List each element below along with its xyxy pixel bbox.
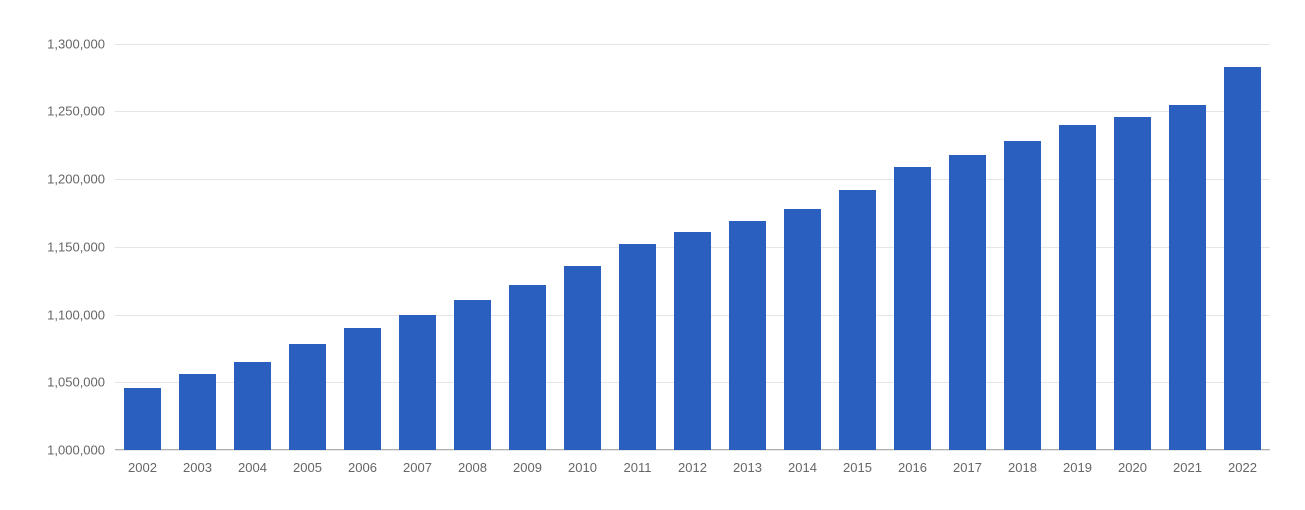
chart-container: 1,000,000 1,050,000 1,100,000 1,150,000 1,20… bbox=[20, 20, 1285, 490]
bars-group: 2002200320042005200620072008200920102011… bbox=[115, 30, 1270, 450]
bar-slot: 2009 bbox=[500, 30, 555, 450]
bar bbox=[1114, 117, 1151, 450]
x-axis-label: 2006 bbox=[348, 460, 377, 475]
bar bbox=[344, 328, 381, 450]
bar-slot: 2019 bbox=[1050, 30, 1105, 450]
bar bbox=[124, 388, 161, 450]
bar-slot: 2012 bbox=[665, 30, 720, 450]
x-axis-label: 2021 bbox=[1173, 460, 1202, 475]
bar-slot: 2007 bbox=[390, 30, 445, 450]
bar-slot: 2003 bbox=[170, 30, 225, 450]
bar-slot: 2022 bbox=[1215, 30, 1270, 450]
x-axis-label: 2015 bbox=[843, 460, 872, 475]
x-axis-label: 2009 bbox=[513, 460, 542, 475]
bar bbox=[179, 374, 216, 450]
bar-slot: 2004 bbox=[225, 30, 280, 450]
x-axis-label: 2018 bbox=[1008, 460, 1037, 475]
y-axis-label: 1,250,000 bbox=[47, 104, 105, 119]
x-axis-label: 2002 bbox=[128, 460, 157, 475]
bar bbox=[454, 300, 491, 450]
bar bbox=[619, 244, 656, 450]
bar bbox=[234, 362, 271, 450]
y-axis-label: 1,000,000 bbox=[47, 443, 105, 458]
bar-slot: 2005 bbox=[280, 30, 335, 450]
bar bbox=[1169, 105, 1206, 450]
plot-area: 1,000,0001,050,0001,100,0001,150,0001,20… bbox=[115, 30, 1270, 450]
bar bbox=[399, 315, 436, 450]
x-axis-label: 2020 bbox=[1118, 460, 1147, 475]
y-axis-label: 1,100,000 bbox=[47, 307, 105, 322]
bar bbox=[564, 266, 601, 450]
x-axis-label: 2008 bbox=[458, 460, 487, 475]
bar bbox=[1004, 141, 1041, 450]
bar bbox=[289, 344, 326, 450]
bar-slot: 2008 bbox=[445, 30, 500, 450]
bar-slot: 2010 bbox=[555, 30, 610, 450]
x-axis-label: 2003 bbox=[183, 460, 212, 475]
bar-slot: 2015 bbox=[830, 30, 885, 450]
bar-slot: 2013 bbox=[720, 30, 775, 450]
gridline bbox=[115, 450, 1270, 451]
x-axis-label: 2014 bbox=[788, 460, 817, 475]
bar bbox=[509, 285, 546, 450]
x-axis-label: 2011 bbox=[624, 460, 652, 475]
bar bbox=[784, 209, 821, 450]
bar-slot: 2018 bbox=[995, 30, 1050, 450]
y-axis-label: 1,050,000 bbox=[47, 375, 105, 390]
x-axis-label: 2013 bbox=[733, 460, 762, 475]
x-axis-label: 2005 bbox=[293, 460, 322, 475]
y-axis-label: 1,300,000 bbox=[47, 36, 105, 51]
y-axis-label: 1,150,000 bbox=[47, 239, 105, 254]
bar-slot: 2016 bbox=[885, 30, 940, 450]
bar-slot: 2017 bbox=[940, 30, 995, 450]
x-axis-label: 2017 bbox=[953, 460, 982, 475]
bar bbox=[839, 190, 876, 450]
bar bbox=[674, 232, 711, 450]
bar bbox=[949, 155, 986, 450]
x-axis-label: 2007 bbox=[403, 460, 432, 475]
x-axis-label: 2022 bbox=[1228, 460, 1257, 475]
x-axis-label: 2004 bbox=[238, 460, 267, 475]
x-axis-label: 2010 bbox=[568, 460, 597, 475]
x-axis-label: 2019 bbox=[1063, 460, 1092, 475]
bar-slot: 2014 bbox=[775, 30, 830, 450]
bar-slot: 2011 bbox=[610, 30, 665, 450]
bar-slot: 2020 bbox=[1105, 30, 1160, 450]
bar bbox=[1224, 67, 1261, 450]
x-axis-label: 2016 bbox=[898, 460, 927, 475]
bar bbox=[894, 167, 931, 450]
bar bbox=[1059, 125, 1096, 450]
bar-slot: 2006 bbox=[335, 30, 390, 450]
bar-slot: 2021 bbox=[1160, 30, 1215, 450]
bar bbox=[729, 221, 766, 450]
y-axis-label: 1,200,000 bbox=[47, 172, 105, 187]
bar-slot: 2002 bbox=[115, 30, 170, 450]
x-axis-label: 2012 bbox=[678, 460, 707, 475]
